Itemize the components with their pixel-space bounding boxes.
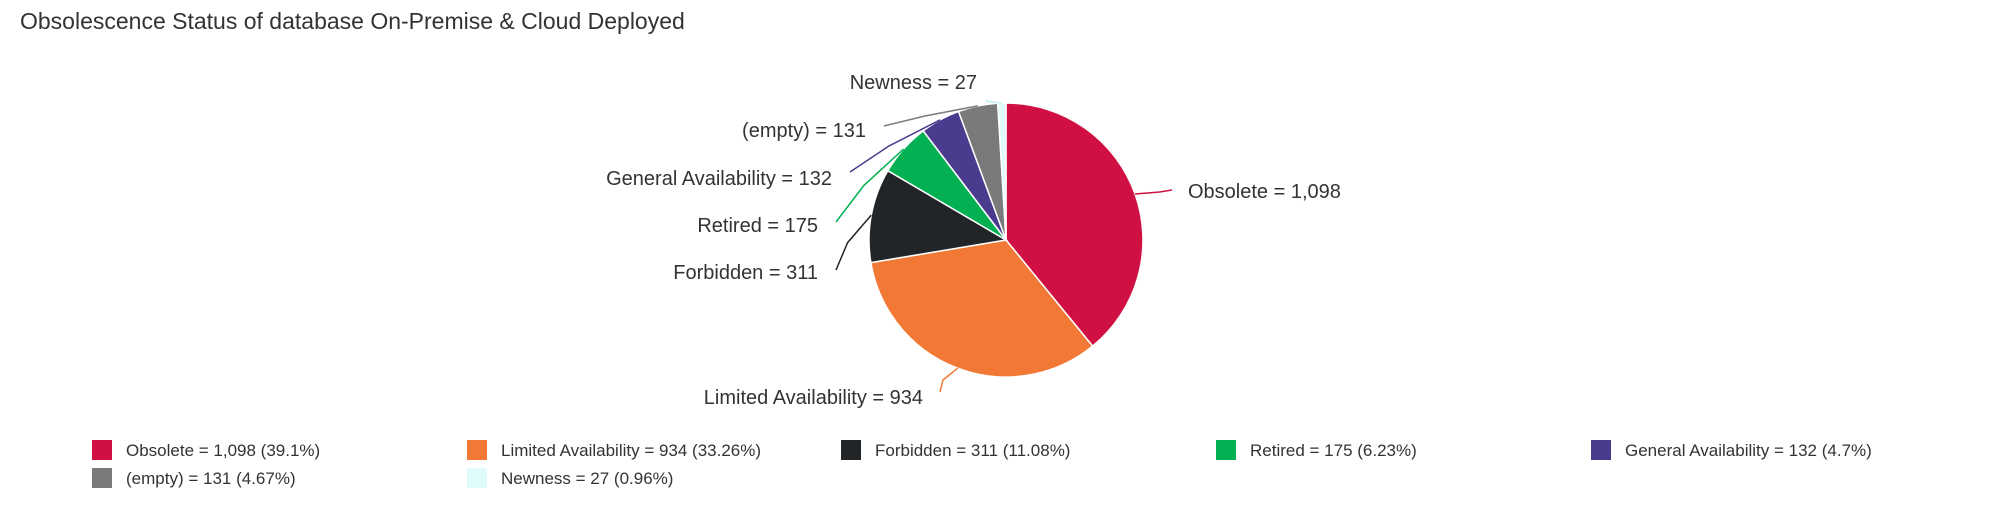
legend-label: General Availability = 132 (4.7%) xyxy=(1625,441,1872,460)
legend-swatch xyxy=(841,440,861,460)
legend-swatch xyxy=(92,468,112,488)
legend-item-retired[interactable]: Retired = 175 (6.23%) xyxy=(1216,440,1417,460)
legend-item-limited-availability[interactable]: Limited Availability = 934 (33.26%) xyxy=(467,440,761,460)
legend-item-obsolete[interactable]: Obsolete = 1,098 (39.1%) xyxy=(92,440,320,460)
data-label-retired: Retired = 175 xyxy=(697,215,818,237)
leader-line-forbidden xyxy=(835,214,872,271)
legend-label: Newness = 27 (0.96%) xyxy=(501,469,673,488)
legend-item-forbidden[interactable]: Forbidden = 311 (11.08%) xyxy=(841,440,1070,460)
leader-line-general-availability xyxy=(849,119,941,173)
legend-label: Limited Availability = 934 (33.26%) xyxy=(501,441,761,460)
legend-label: Retired = 175 (6.23%) xyxy=(1250,441,1417,460)
legend-swatch xyxy=(467,440,487,460)
leader-line-newness xyxy=(985,99,1002,104)
leader-line-empty xyxy=(883,105,978,127)
data-label-obsolete: Obsolete = 1,098 xyxy=(1188,181,1341,203)
pie-slice-forbidden[interactable] xyxy=(868,169,1009,264)
pie-labels: Obsolete = 1,098 Limited Availability = 9… xyxy=(606,72,1341,409)
pie-slice-obsolete[interactable] xyxy=(1005,102,1144,348)
data-label-empty: (empty) = 131 xyxy=(742,120,866,142)
data-label-general-availability: General Availability = 132 xyxy=(606,168,832,190)
legend-item-general-availability[interactable]: General Availability = 132 (4.7%) xyxy=(1591,440,1872,460)
data-label-forbidden: Forbidden = 311 xyxy=(673,262,818,284)
pie-slices xyxy=(868,102,1144,378)
legend: Obsolete = 1,098 (39.1%) Limited Availabi… xyxy=(92,440,1872,488)
legend-label: (empty) = 131 (4.67%) xyxy=(126,469,296,488)
legend-item-empty[interactable]: (empty) = 131 (4.67%) xyxy=(92,468,296,488)
legend-label: Obsolete = 1,098 (39.1%) xyxy=(126,441,320,460)
legend-swatch xyxy=(467,468,487,488)
legend-swatch xyxy=(1591,440,1611,460)
legend-swatch xyxy=(92,440,112,460)
data-label-newness: Newness = 27 xyxy=(850,72,977,94)
leader-line-retired xyxy=(835,148,905,223)
legend-item-newness[interactable]: Newness = 27 (0.96%) xyxy=(467,468,673,488)
data-label-limited-availability: Limited Availability = 934 xyxy=(704,387,923,409)
leader-line-limited-availability xyxy=(939,367,959,393)
leader-line-obsolete xyxy=(1134,189,1173,195)
legend-swatch xyxy=(1216,440,1236,460)
legend-label: Forbidden = 311 (11.08%) xyxy=(875,441,1070,460)
chart-title: Obsolescence Status of database On-Premi… xyxy=(20,8,685,34)
